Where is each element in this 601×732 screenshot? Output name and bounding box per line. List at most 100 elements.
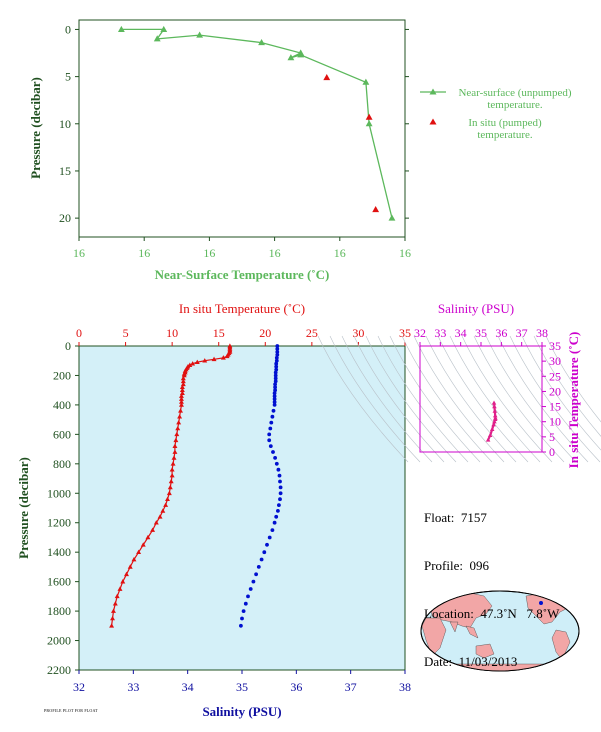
legend-in-situ-marker bbox=[429, 118, 437, 125]
temperature-point bbox=[136, 549, 142, 555]
ts-density-contour bbox=[545, 335, 601, 423]
profile-plot-area bbox=[78, 345, 406, 671]
ts-density-contour bbox=[473, 335, 565, 463]
near-surface-plot-frame bbox=[78, 19, 406, 238]
salinity-point bbox=[268, 426, 273, 431]
salinity-point bbox=[276, 509, 280, 513]
profile-temperature-tick-label: 0 bbox=[76, 326, 82, 340]
profile-pressure-tick-label: 800 bbox=[53, 457, 71, 471]
profile-temperature-tick-label: 5 bbox=[123, 326, 129, 340]
map-africa bbox=[421, 617, 447, 657]
ts-temperature-tick-label: 20 bbox=[549, 384, 561, 398]
ts-point bbox=[485, 437, 491, 442]
profile-temperature-tick-label: 20 bbox=[259, 326, 271, 340]
salinity-point bbox=[272, 403, 277, 407]
near-surface-y-axis-label: Pressure (decibar) bbox=[28, 77, 43, 179]
profile-top-axis-label: In situ Temperature (˚C) bbox=[179, 301, 305, 316]
temperature-point bbox=[180, 375, 186, 381]
salinity-point bbox=[270, 414, 275, 419]
salinity-point bbox=[278, 479, 282, 484]
near-surface-x-tick-label: 16 bbox=[73, 246, 85, 260]
temperature-point bbox=[169, 473, 175, 478]
profile-number: Profile: 096 bbox=[424, 558, 489, 573]
temperature-point bbox=[177, 414, 183, 419]
ts-salinity-tick-label: 38 bbox=[536, 326, 548, 340]
ts-temperature-tick-label: 30 bbox=[549, 354, 561, 368]
salinity-point bbox=[272, 394, 277, 398]
salinity-point bbox=[277, 503, 281, 507]
near-surface-x-tick-label: 16 bbox=[138, 246, 150, 260]
profile-salinity-tick-label: 32 bbox=[73, 680, 85, 694]
ts-temperature-tick-label: 5 bbox=[549, 430, 555, 444]
ts-density-contour bbox=[317, 335, 409, 463]
profile-salinity-tick-label: 36 bbox=[290, 680, 302, 694]
salinity-point bbox=[274, 355, 279, 360]
ts-density-contour bbox=[449, 335, 541, 463]
temperature-point bbox=[163, 502, 169, 507]
ts-point bbox=[493, 415, 498, 420]
near-surface-y-ticks: 0 5 10 15 20 bbox=[59, 22, 409, 225]
ts-temperature-tick-label: 10 bbox=[549, 415, 561, 429]
near-surface-point bbox=[362, 78, 370, 85]
temperature-point bbox=[110, 608, 116, 613]
temperature-point bbox=[175, 425, 181, 431]
temperature-point bbox=[224, 353, 230, 359]
salinity-point bbox=[274, 461, 279, 466]
profile-pressure-tick-label: 1800 bbox=[47, 604, 71, 618]
ts-temperature-tick-label: 25 bbox=[549, 369, 561, 383]
salinity-point bbox=[267, 432, 272, 437]
map-australia bbox=[475, 643, 495, 659]
ts-temperature-tick-label: 0 bbox=[549, 445, 555, 459]
profile-pressure-tick-label: 600 bbox=[53, 427, 71, 441]
temperature-point bbox=[173, 437, 179, 443]
ts-density-contour bbox=[425, 335, 517, 463]
in-situ-point bbox=[372, 206, 380, 213]
salinity-point bbox=[271, 408, 276, 413]
salinity-point bbox=[239, 623, 243, 628]
near-surface-point bbox=[365, 120, 373, 127]
temperature-point bbox=[170, 461, 176, 466]
temperature-point bbox=[131, 556, 137, 562]
profile-salinity-tick-label: 38 bbox=[399, 680, 411, 694]
ts-density-contour bbox=[341, 335, 433, 463]
temperature-point bbox=[124, 571, 129, 577]
salinity-point bbox=[274, 364, 279, 369]
salinity-point bbox=[274, 358, 279, 363]
salinity-point bbox=[277, 473, 282, 478]
legend-near-surface-label: Near-surface (unpumped) temperature. bbox=[458, 87, 572, 111]
ts-density-contour bbox=[437, 335, 529, 463]
temperature-point bbox=[172, 449, 178, 454]
ts-salinity-tick-label: 35 bbox=[475, 326, 487, 340]
temperature-point bbox=[180, 378, 186, 384]
temperature-point bbox=[166, 490, 172, 496]
near-surface-x-axis-label: Near-Surface Temperature (˚C) bbox=[155, 267, 330, 282]
temperature-point bbox=[178, 399, 184, 404]
salinity-point bbox=[248, 587, 253, 591]
near-surface-x-tick-label: 16 bbox=[203, 246, 215, 260]
temperature-point bbox=[179, 384, 185, 390]
temperature-point bbox=[165, 496, 170, 501]
profile-temperature-tick-label: 15 bbox=[213, 326, 225, 340]
ts-title: Salinity (PSU) bbox=[438, 301, 514, 316]
profile-panel: 0200400600800100012001400160018002000220… bbox=[16, 301, 411, 719]
salinity-point bbox=[275, 352, 280, 357]
map-greenland bbox=[565, 591, 577, 601]
salinity-point bbox=[272, 520, 277, 525]
temperature-point bbox=[178, 408, 183, 413]
ts-temperature-tick-label: 35 bbox=[549, 339, 561, 353]
float-info-block: Float: 7157 Profile: 096 Location: 47.3˚… bbox=[424, 478, 559, 686]
salinity-point bbox=[273, 370, 278, 375]
near-surface-x-tick-label: 16 bbox=[334, 246, 346, 260]
salinity-point bbox=[267, 535, 272, 540]
profile-pressure-tick-label: 2000 bbox=[47, 634, 71, 648]
ts-salinity-tick-label: 33 bbox=[434, 326, 446, 340]
salinity-point bbox=[254, 572, 258, 577]
salinity-point bbox=[275, 350, 280, 354]
profile-salinity-tick-label: 37 bbox=[345, 680, 357, 694]
near-surface-point bbox=[388, 214, 396, 221]
ts-salinity-tick-label: 37 bbox=[516, 326, 528, 340]
profile-salinity-tick-label: 33 bbox=[127, 680, 139, 694]
ts-density-contour bbox=[461, 335, 553, 463]
near-surface-x-ticks: 16 16 16 16 16 16 bbox=[73, 237, 411, 260]
temperature-point bbox=[171, 455, 177, 460]
